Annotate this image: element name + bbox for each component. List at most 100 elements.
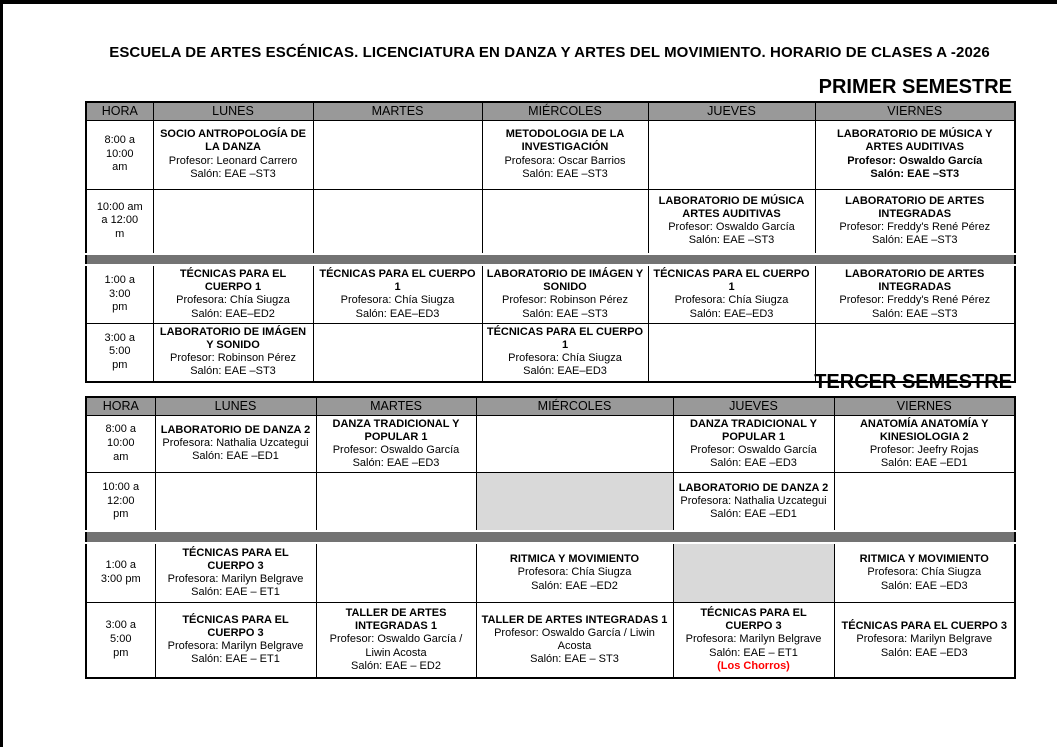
page-top-edge bbox=[0, 0, 1057, 4]
class-detail: Profesor: Oswaldo García bbox=[332, 443, 460, 456]
empty-cell bbox=[814, 322, 1016, 383]
time-cell: 1:00 a 3:00 pm bbox=[85, 264, 154, 324]
course-name: LABORATORIO DE ARTES INTEGRADAS bbox=[845, 268, 985, 294]
empty-cell bbox=[833, 472, 1016, 532]
schedule-row: 8:00 a 10:00 am SOCIO ANTROPOLOGÍA DE LA … bbox=[85, 119, 1016, 190]
class-detail: Salón: EAE – ET1 bbox=[709, 646, 798, 659]
class-detail: Salón: EAE –ED3 bbox=[880, 579, 968, 592]
header-row: HORA LUNES MARTES MIÉRCOLES JUEVES VIERNES bbox=[85, 101, 1016, 121]
course-name: TÉCNICAS PARA EL CUERPO 1 bbox=[653, 268, 810, 294]
class-cell: TÉCNICAS PARA EL CUERPO 3 Profesora: Mari… bbox=[833, 602, 1016, 679]
class-detail: Salón: EAE –ST3 bbox=[871, 234, 958, 247]
class-detail: Salón: EAE –ST3 bbox=[870, 167, 960, 180]
class-detail: Salón: EAE – ST3 bbox=[530, 653, 619, 666]
empty-cell bbox=[154, 472, 317, 532]
empty-cell bbox=[312, 188, 483, 255]
course-name: LABORATORIO DE MÚSICA Y ARTES AUDITIVAS bbox=[837, 128, 993, 154]
class-detail: Profesor: Robinson Pérez bbox=[170, 352, 296, 365]
class-cell: TÉCNICAS PARA EL CUERPO 1 Profesora: Chía… bbox=[312, 264, 483, 324]
column-header-hora: HORA bbox=[85, 396, 156, 416]
class-detail: Salón: EAE –ST3 bbox=[522, 167, 608, 180]
class-cell: RITMICA Y MOVIMIENTO Profesora: Chía Siug… bbox=[475, 542, 674, 604]
class-detail: Profesor: Jeefry Rojas bbox=[869, 443, 979, 456]
course-name: LABORATORIO DE DANZA 2 bbox=[160, 424, 311, 437]
class-detail: Salón: EAE –ST3 bbox=[190, 365, 276, 378]
time-cell: 3:00 a 5:00 pm bbox=[85, 322, 154, 383]
separator-row bbox=[85, 529, 1016, 544]
location-note: (Los Chorros) bbox=[717, 659, 790, 672]
course-name: RITMICA Y MOVIMIENTO bbox=[859, 553, 989, 566]
course-name: TÉCNICAS PARA EL CUERPO 1 bbox=[486, 325, 644, 351]
empty-cell bbox=[481, 188, 649, 255]
class-cell: TÉCNICAS PARA EL CUERPO 1 Profesora: Chía… bbox=[481, 322, 649, 383]
class-cell: LABORATORIO DE IMÁGEN Y SONIDO Profesor: … bbox=[481, 264, 649, 324]
class-detail: Profesora: Chía Siugza bbox=[340, 294, 455, 307]
class-detail: Profesor: Oswaldo García bbox=[690, 443, 817, 456]
class-detail: Profesor: Robinson Pérez bbox=[502, 294, 628, 307]
section-primer-semestre: PRIMER SEMESTRE HORA LUNES MARTES MIÉRCOLES… bbox=[85, 76, 1016, 383]
class-cell: TÉCNICAS PARA EL CUERPO 1 Profesora: Chía… bbox=[647, 264, 816, 324]
class-detail: Salón: EAE–ED3 bbox=[523, 365, 607, 378]
section-title-tercer-semestre: TERCER SEMESTRE bbox=[814, 371, 1012, 393]
class-detail: Profesora: Chía Siugza bbox=[176, 294, 290, 307]
course-name: ANATOMÍA ANATOMÍA Y KINESIOLOGIA 2 bbox=[859, 417, 989, 443]
class-detail: Salón: EAE – ET1 bbox=[191, 586, 280, 599]
course-name: TÉCNICAS PARA EL CUERPO 3 bbox=[700, 607, 807, 633]
class-cell: LABORATORIO DE DANZA 2 Profesora: Nathali… bbox=[672, 472, 835, 532]
separator-row bbox=[85, 253, 1016, 266]
class-detail: Profesor: Oswaldo García / Liwin Acosta bbox=[329, 633, 463, 659]
class-cell: LABORATORIO DE ARTES INTEGRADAS Profesor:… bbox=[814, 188, 1016, 255]
course-name: TALLER DE ARTES INTEGRADAS 1 bbox=[481, 613, 668, 626]
time-cell: 10:00 a 12:00 pm bbox=[85, 472, 156, 532]
course-name: TÉCNICAS PARA EL CUERPO 3 bbox=[841, 620, 1007, 633]
class-detail: Salón: EAE–ED3 bbox=[689, 307, 774, 320]
class-detail: Profesora: Marilyn Belgrave bbox=[856, 633, 993, 646]
class-detail: Profesora: Oscar Barrios bbox=[504, 154, 626, 167]
class-cell: TALLER DE ARTES INTEGRADAS 1 Profesor: Os… bbox=[315, 602, 477, 679]
course-name: TÉCNICAS PARA EL CUERPO 1 bbox=[179, 268, 287, 294]
class-cell: LABORATORIO DE MÚSICA ARTES AUDITIVAS Pro… bbox=[647, 188, 816, 255]
separator-band bbox=[85, 253, 1016, 266]
schedule-row: 10:00 a 12:00 pm LABORATORIO DE DANZA 2 Pr… bbox=[85, 472, 1016, 532]
class-detail: Profesora: Marilyn Belgrave bbox=[167, 640, 304, 652]
class-detail: Salón: EAE–ED2 bbox=[191, 307, 275, 320]
time-cell: 8:00 a 10:00 am bbox=[85, 414, 156, 474]
class-detail: Salón: EAE–ED3 bbox=[355, 307, 440, 320]
class-detail: Profesora: Marilyn Belgrave bbox=[685, 633, 822, 646]
class-cell: LABORATORIO DE MÚSICA Y ARTES AUDITIVAS P… bbox=[814, 119, 1016, 190]
class-cell: LABORATORIO DE IMÁGEN Y SONIDO Profesor: … bbox=[152, 322, 314, 383]
schedule-table-tercer-semestre: HORA LUNES MARTES MIÉRCOLES JUEVES VIERNES 8:0… bbox=[85, 396, 1016, 679]
class-cell: METODOLOGIA DE LA INVESTIGACIÓN Profesora… bbox=[481, 119, 649, 190]
empty-cell bbox=[647, 119, 816, 190]
class-detail: Salón: EAE –ST3 bbox=[871, 307, 958, 320]
empty-cell bbox=[152, 188, 314, 255]
class-detail: Salón: EAE –ED1 bbox=[880, 457, 968, 470]
schedule-table-primer-semestre: HORA LUNES MARTES MIÉRCOLES JUEVES VIERNES 8:0… bbox=[85, 101, 1016, 383]
time-cell: 10:00 am a 12:00 m bbox=[85, 188, 154, 255]
column-header-viernes: VIERNES bbox=[833, 396, 1016, 416]
class-cell: RITMICA Y MOVIMIENTO Profesora: Chía Siug… bbox=[833, 542, 1016, 604]
column-header-lunes: LUNES bbox=[154, 396, 317, 416]
class-cell: TÉCNICAS PARA EL CUERPO 1 Profesora: Chía… bbox=[152, 264, 314, 324]
column-header-martes: MARTES bbox=[312, 101, 483, 121]
empty-cell bbox=[312, 119, 483, 190]
course-name: LABORATORIO DE ARTES INTEGRADAS bbox=[845, 194, 985, 221]
class-cell: SOCIO ANTROPOLOGÍA DE LA DANZA Profesor: … bbox=[152, 119, 314, 190]
class-detail: Salón: EAE –ED1 bbox=[192, 450, 279, 463]
page-left-edge bbox=[0, 0, 3, 747]
course-name: METODOLOGIA DE LA INVESTIGACIÓN bbox=[505, 128, 625, 154]
course-name: TALLER DE ARTES INTEGRADAS 1 bbox=[345, 607, 447, 633]
class-detail: Salón: EAE –ST3 bbox=[522, 307, 608, 320]
time-cell: 1:00 a 3:00 pm bbox=[85, 542, 156, 604]
class-detail: Salón: EAE –ED3 bbox=[352, 457, 440, 470]
empty-cell bbox=[475, 414, 674, 474]
class-cell: ANATOMÍA ANATOMÍA Y KINESIOLOGIA 2 Profes… bbox=[833, 414, 1016, 474]
class-detail: Salón: EAE –ST3 bbox=[190, 167, 276, 180]
course-name: TÉCNICAS PARA EL CUERPO 1 bbox=[319, 268, 476, 294]
class-detail: Profesor: Freddy's René Pérez bbox=[839, 294, 991, 307]
class-detail: Salón: EAE –ED2 bbox=[531, 579, 618, 592]
class-detail: Salón: EAE – ET1 bbox=[191, 653, 280, 666]
empty-cell bbox=[312, 322, 483, 383]
